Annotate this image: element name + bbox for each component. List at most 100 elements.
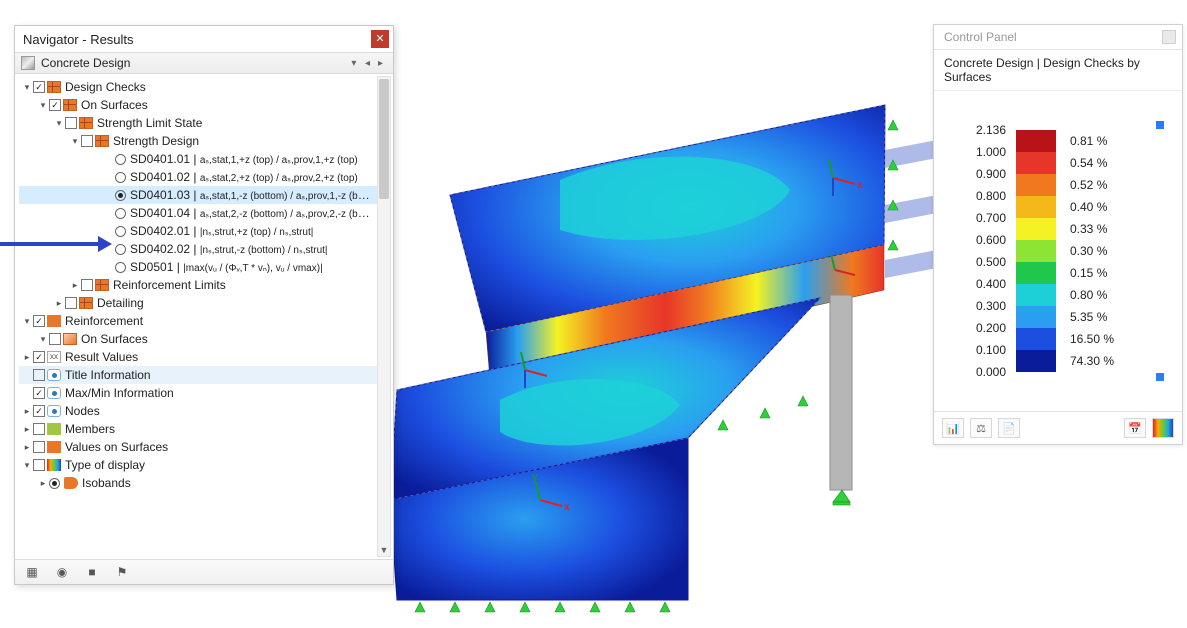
design-check-item[interactable]: SD0401.01 | aₛ,stat,1,+z (top) / aₛ,prov…	[19, 150, 389, 168]
reinforcement-icon	[47, 315, 61, 327]
design-check-item[interactable]: SD0401.02 | aₛ,stat,2,+z (top) / aₛ,prov…	[19, 168, 389, 186]
checkbox[interactable]	[65, 117, 77, 129]
legend-percent: 0.15 %	[1070, 266, 1130, 280]
legend-percent: 0.52 %	[1070, 178, 1130, 192]
legend-percent: 0.81 %	[1070, 134, 1130, 148]
radio[interactable]	[115, 208, 126, 219]
footer-camera-icon[interactable]: ■	[81, 563, 103, 581]
legend-marker-max[interactable]	[1156, 121, 1164, 129]
navigator-tree[interactable]: ▾ Design Checks ▾ On Surfaces ▾ Strength…	[15, 74, 393, 496]
navigator-subheader[interactable]: Concrete Design ▾ ◂ ▸	[15, 53, 393, 74]
radio[interactable]	[115, 154, 126, 165]
checkbox[interactable]	[33, 315, 45, 327]
tree-result-values[interactable]: ▸ xx Result Values	[19, 348, 389, 366]
legend-percent: 0.40 %	[1070, 200, 1130, 214]
legend-value: 2.136	[960, 123, 1006, 137]
tree-members[interactable]: ▸ Members	[19, 420, 389, 438]
legend-row: 0.8000.40 %	[960, 185, 1164, 207]
tree-strength-limit-state[interactable]: ▾ Strength Limit State	[19, 114, 389, 132]
tree-values-on-surfaces[interactable]: ▸ Values on Surfaces	[19, 438, 389, 456]
tree-strength-design[interactable]: ▾ Strength Design	[19, 132, 389, 150]
tree-on-surfaces[interactable]: ▾ On Surfaces	[19, 96, 389, 114]
radio[interactable]	[49, 478, 60, 489]
checkbox[interactable]	[33, 387, 45, 399]
scroll-down-icon[interactable]: ▼	[378, 544, 390, 556]
checkbox[interactable]	[33, 441, 45, 453]
legend-row: 1.0000.54 %	[960, 141, 1164, 163]
radio[interactable]	[115, 262, 126, 273]
close-icon[interactable]: ✕	[371, 30, 389, 48]
tree-reinf-on-surfaces[interactable]: ▾ On Surfaces	[19, 330, 389, 348]
control-collapse-icon[interactable]	[1162, 30, 1176, 44]
nav-next-icon[interactable]: ▸	[374, 58, 387, 69]
legend-swatch	[1016, 152, 1056, 174]
color-legend: 2.1360.81 %1.0000.54 %0.9000.52 %0.8000.…	[934, 91, 1182, 411]
chevron-down-icon[interactable]: ▾	[347, 58, 361, 69]
tree-title-information[interactable]: Title Information	[19, 366, 389, 384]
state-icon	[79, 117, 93, 129]
design-check-item[interactable]: SD0401.04 | aₛ,stat,2,-z (bottom) / aₛ,p…	[19, 204, 389, 222]
calendar-icon[interactable]: 📅	[1124, 418, 1146, 438]
legend-value: 0.900	[960, 167, 1006, 181]
legend-row: 0.9000.52 %	[960, 163, 1164, 185]
checkbox[interactable]	[49, 99, 61, 111]
title-info-icon	[47, 369, 61, 381]
checkbox[interactable]	[33, 423, 45, 435]
legend-swatch	[1016, 284, 1056, 306]
tree-design-checks[interactable]: ▾ Design Checks	[19, 78, 389, 96]
radio[interactable]	[115, 190, 126, 201]
tree-maxmin[interactable]: Max/Min Information	[19, 384, 389, 402]
tree-nodes[interactable]: ▸ Nodes	[19, 402, 389, 420]
legend-swatch	[1016, 262, 1056, 284]
tree-scrollbar[interactable]: ▲ ▼	[377, 76, 391, 557]
checkbox[interactable]	[65, 297, 77, 309]
tree-type-of-display[interactable]: ▾ Type of display	[19, 456, 389, 474]
legend-row: 0.7000.33 %	[960, 207, 1164, 229]
legend-value: 0.100	[960, 343, 1006, 357]
limits-icon	[95, 279, 109, 291]
footer-eye-icon[interactable]: ◉	[51, 563, 73, 581]
radio[interactable]	[115, 172, 126, 183]
palette-icon[interactable]	[1152, 418, 1174, 438]
footer-flag-icon[interactable]: ⚑	[111, 563, 133, 581]
tree-reinforcement[interactable]: ▾ Reinforcement	[19, 312, 389, 330]
legend-swatch	[1016, 240, 1056, 262]
control-toolbar: 📊 ⚖ 📄 📅	[934, 411, 1182, 444]
checkbox[interactable]	[33, 459, 45, 471]
radio[interactable]	[115, 226, 126, 237]
checkbox[interactable]	[33, 351, 45, 363]
legend-value: 0.000	[960, 365, 1006, 379]
legend-percent: 5.35 %	[1070, 310, 1130, 324]
control-subtitle: Concrete Design | Design Checks by Surfa…	[934, 50, 1182, 91]
radio[interactable]	[115, 244, 126, 255]
footer-layers-icon[interactable]: ▦	[21, 563, 43, 581]
document-icon[interactable]: 📄	[998, 418, 1020, 438]
scroll-thumb[interactable]	[379, 79, 389, 199]
checkbox[interactable]	[33, 369, 45, 381]
checkbox[interactable]	[33, 405, 45, 417]
legend-row: 0.4000.80 %	[960, 273, 1164, 295]
legend-marker-min[interactable]	[1156, 373, 1164, 381]
balance-icon[interactable]: ⚖	[970, 418, 992, 438]
nav-prev-icon[interactable]: ◂	[361, 58, 374, 69]
column	[830, 295, 852, 490]
legend-row: 0.10074.30 %	[960, 339, 1164, 361]
legend-mode-icon[interactable]: 📊	[942, 418, 964, 438]
design-check-item-selected[interactable]: SD0401.03 | aₛ,stat,1,-z (bottom) / aₛ,p…	[19, 186, 389, 204]
checkbox[interactable]	[33, 81, 45, 93]
design-check-item[interactable]: SD0501 | |max(vᵤ / (Φᵥ,T * vₙ), vᵤ / vma…	[19, 258, 389, 276]
legend-value: 0.700	[960, 211, 1006, 225]
tree-detailing[interactable]: ▸ Detailing	[19, 294, 389, 312]
navigator-titlebar[interactable]: Navigator - Results ✕	[15, 26, 393, 53]
checkbox[interactable]	[81, 135, 93, 147]
legend-row: 0.20016.50 %	[960, 317, 1164, 339]
tree-isobands[interactable]: ▸ Isobands	[19, 474, 389, 492]
checkbox[interactable]	[81, 279, 93, 291]
tree-reinforcement-limits[interactable]: ▸ Reinforcement Limits	[19, 276, 389, 294]
checkbox[interactable]	[49, 333, 61, 345]
control-titlebar[interactable]: Control Panel	[934, 25, 1182, 50]
control-panel: Control Panel Concrete Design | Design C…	[933, 24, 1183, 445]
svg-text:x: x	[857, 180, 863, 191]
values-surfaces-icon	[47, 441, 61, 453]
legend-percent: 0.30 %	[1070, 244, 1130, 258]
